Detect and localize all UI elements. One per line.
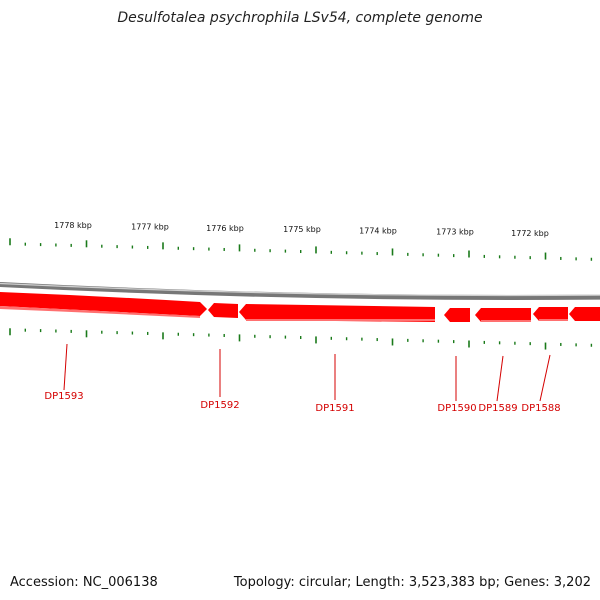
gene-labels: DP1593 DP1592 DP1591 DP1590 DP1589 DP158… bbox=[44, 391, 560, 414]
gene-dp1588[interactable] bbox=[533, 307, 568, 321]
leader-dp1593 bbox=[63, 343, 68, 391]
genome-backbone-highlight bbox=[0, 282, 600, 297]
gene-label-dp1592[interactable]: DP1592 bbox=[200, 400, 239, 411]
gene-highlight-stripe bbox=[246, 319, 435, 321]
gene-highlight-stripe bbox=[0, 306, 200, 318]
gene-dp1590[interactable] bbox=[444, 308, 470, 322]
scale-label: 1772 kbp bbox=[511, 229, 549, 238]
gene-dp1593[interactable] bbox=[0, 292, 207, 316]
gene-label-dp1591[interactable]: DP1591 bbox=[315, 403, 354, 414]
genome-summary-text: Topology: circular; Length: 3,523,383 bp… bbox=[233, 575, 591, 590]
scale-label: 1775 kbp bbox=[283, 225, 321, 234]
gene-label-dp1588[interactable]: DP1588 bbox=[521, 403, 560, 414]
gene-dp1591[interactable] bbox=[239, 304, 435, 322]
gene-label-dp1590[interactable]: DP1590 bbox=[437, 403, 476, 414]
gene-label-dp1593[interactable]: DP1593 bbox=[44, 391, 83, 402]
outer-scale-ticks bbox=[9, 238, 593, 261]
scale-label: 1777 kbp bbox=[131, 223, 169, 232]
gene-track bbox=[0, 292, 600, 322]
scale-labels: 1778 kbp 1777 kbp 1776 kbp 1775 kbp 1774 kbp… bbox=[54, 221, 549, 238]
scale-label: 1773 kbp bbox=[436, 228, 474, 237]
scale-label: 1774 kbp bbox=[359, 226, 397, 235]
scale-label: 1778 kbp bbox=[54, 221, 92, 230]
map-title: Desulfotalea psychrophila LSv54, complet… bbox=[117, 10, 483, 26]
gene-dp1589[interactable] bbox=[475, 308, 531, 322]
gene-leader-lines bbox=[63, 343, 551, 402]
inner-scale-ticks bbox=[9, 328, 593, 350]
leader-dp1589 bbox=[496, 355, 504, 402]
gene-label-dp1589[interactable]: DP1589 bbox=[478, 403, 517, 414]
gene-highlight-stripe bbox=[481, 320, 531, 322]
accession-text: Accession: NC_006138 bbox=[10, 575, 158, 590]
leader-dp1588 bbox=[539, 354, 551, 402]
gene-next[interactable] bbox=[569, 307, 600, 321]
genome-backbone bbox=[0, 282, 600, 300]
gene-dp1592[interactable] bbox=[208, 303, 238, 318]
gene-highlight-stripe bbox=[539, 319, 568, 321]
scale-label: 1776 kbp bbox=[206, 224, 244, 233]
